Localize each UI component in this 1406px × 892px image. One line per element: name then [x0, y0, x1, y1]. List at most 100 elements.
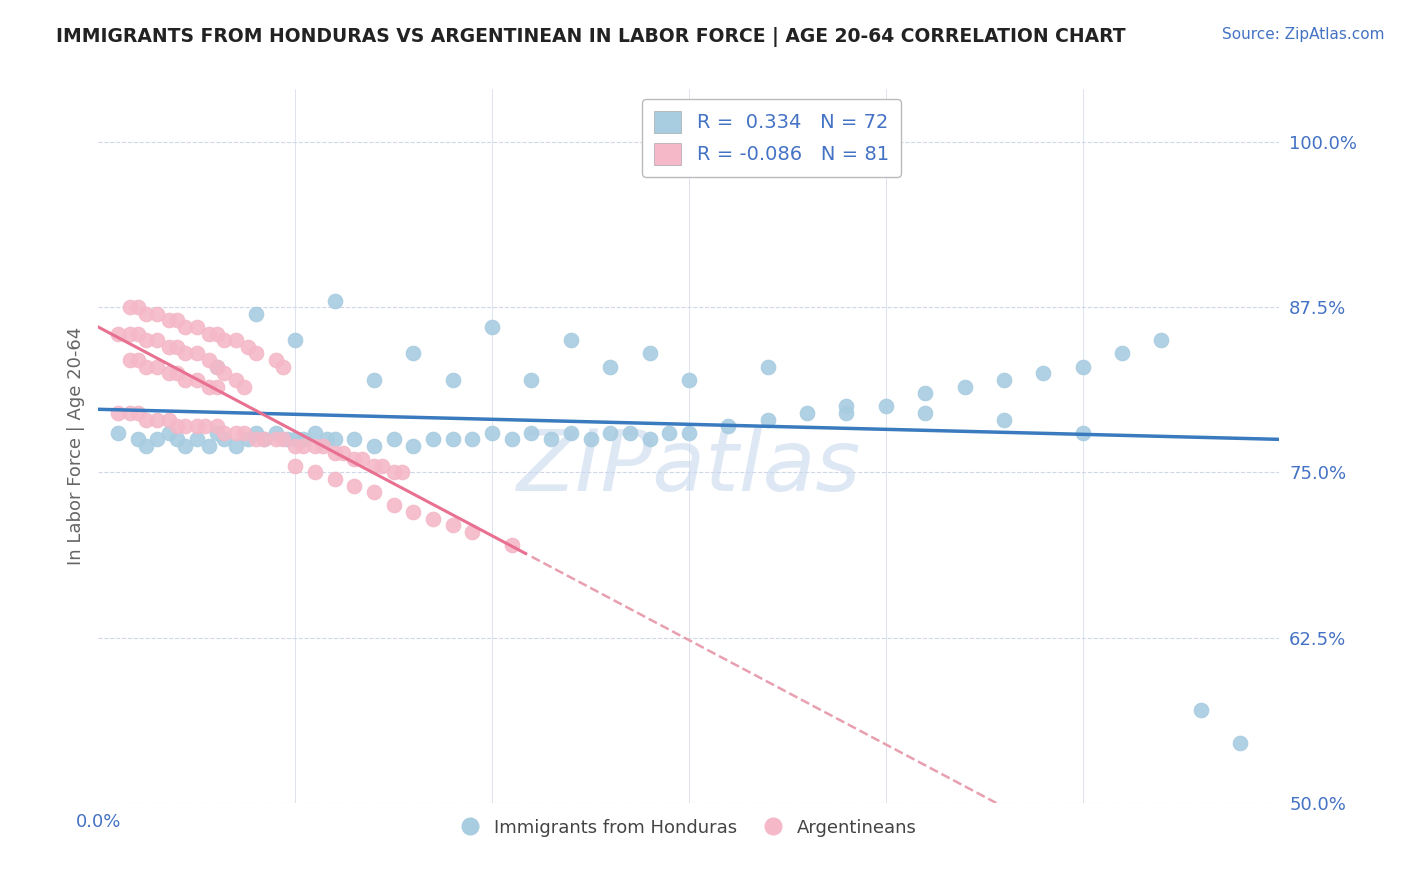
- Point: [273, 433, 295, 447]
- Point: [194, 419, 217, 434]
- Point: [391, 466, 413, 480]
- Point: [253, 433, 276, 447]
- Point: [304, 425, 326, 440]
- Point: [953, 379, 976, 393]
- Point: [1071, 359, 1094, 374]
- Point: [146, 333, 169, 347]
- Point: [174, 346, 197, 360]
- Point: [284, 433, 307, 447]
- Point: [323, 445, 346, 459]
- Y-axis label: In Labor Force | Age 20-64: In Labor Force | Age 20-64: [66, 326, 84, 566]
- Point: [245, 346, 267, 360]
- Point: [304, 466, 326, 480]
- Point: [135, 359, 157, 374]
- Point: [402, 505, 425, 519]
- Point: [323, 293, 346, 308]
- Point: [441, 518, 464, 533]
- Point: [127, 326, 149, 341]
- Point: [1150, 333, 1173, 347]
- Point: [197, 379, 219, 393]
- Point: [273, 359, 295, 374]
- Point: [157, 340, 180, 354]
- Point: [312, 439, 335, 453]
- Point: [174, 320, 197, 334]
- Point: [225, 373, 247, 387]
- Point: [166, 419, 188, 434]
- Point: [520, 425, 543, 440]
- Point: [107, 425, 129, 440]
- Point: [186, 419, 208, 434]
- Point: [343, 433, 366, 447]
- Point: [107, 406, 129, 420]
- Point: [332, 445, 354, 459]
- Point: [540, 433, 562, 447]
- Point: [481, 320, 503, 334]
- Point: [107, 326, 129, 341]
- Point: [205, 419, 228, 434]
- Point: [402, 439, 425, 453]
- Point: [382, 433, 405, 447]
- Point: [245, 307, 267, 321]
- Point: [371, 458, 394, 473]
- Point: [264, 425, 287, 440]
- Point: [717, 419, 740, 434]
- Point: [875, 400, 897, 414]
- Point: [253, 433, 276, 447]
- Point: [245, 433, 267, 447]
- Point: [197, 439, 219, 453]
- Point: [214, 333, 236, 347]
- Point: [157, 367, 180, 381]
- Point: [481, 425, 503, 440]
- Point: [135, 333, 157, 347]
- Point: [135, 412, 157, 426]
- Point: [382, 499, 405, 513]
- Point: [1032, 367, 1054, 381]
- Point: [118, 300, 141, 314]
- Point: [166, 313, 188, 327]
- Point: [461, 433, 484, 447]
- Point: [284, 458, 307, 473]
- Point: [520, 373, 543, 387]
- Point: [264, 433, 287, 447]
- Text: ZIPatlas: ZIPatlas: [517, 425, 860, 509]
- Point: [1189, 703, 1212, 717]
- Point: [835, 400, 858, 414]
- Point: [292, 433, 315, 447]
- Point: [284, 439, 307, 453]
- Point: [599, 359, 621, 374]
- Point: [1229, 736, 1251, 750]
- Point: [292, 439, 315, 453]
- Point: [1111, 346, 1133, 360]
- Point: [914, 406, 936, 420]
- Point: [214, 433, 236, 447]
- Point: [352, 452, 374, 467]
- Point: [197, 353, 219, 368]
- Point: [205, 379, 228, 393]
- Point: [363, 485, 385, 500]
- Point: [146, 412, 169, 426]
- Point: [186, 320, 208, 334]
- Point: [304, 439, 326, 453]
- Point: [402, 346, 425, 360]
- Point: [146, 433, 169, 447]
- Point: [343, 478, 366, 492]
- Point: [135, 439, 157, 453]
- Point: [225, 425, 247, 440]
- Point: [441, 433, 464, 447]
- Point: [118, 406, 141, 420]
- Point: [560, 333, 582, 347]
- Point: [678, 425, 700, 440]
- Point: [135, 307, 157, 321]
- Point: [1071, 425, 1094, 440]
- Point: [205, 359, 228, 374]
- Point: [796, 406, 818, 420]
- Point: [323, 472, 346, 486]
- Point: [118, 326, 141, 341]
- Point: [214, 425, 236, 440]
- Point: [638, 346, 661, 360]
- Point: [993, 412, 1015, 426]
- Point: [236, 433, 259, 447]
- Point: [146, 359, 169, 374]
- Point: [225, 333, 247, 347]
- Point: [579, 433, 602, 447]
